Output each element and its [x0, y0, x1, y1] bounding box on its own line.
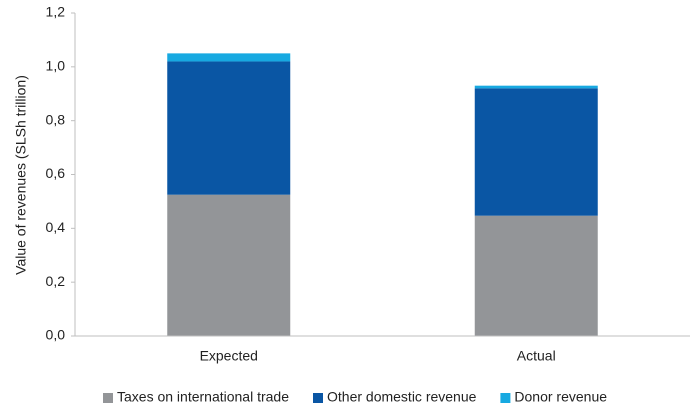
bar-segment — [167, 61, 291, 195]
legend-label: Donor revenue — [514, 389, 607, 405]
y-tick-label: 0,6 — [46, 165, 66, 181]
legend-swatch — [500, 393, 511, 403]
legend-swatch — [313, 393, 323, 403]
bar-segment — [167, 53, 291, 62]
legend-label: Taxes on international trade — [117, 389, 289, 405]
legend-label: Other domestic revenue — [327, 389, 477, 405]
legend-swatch — [103, 393, 113, 403]
y-axis-label: Value of revenues (SLSh trillion) — [13, 75, 29, 275]
bar-segment — [474, 85, 598, 89]
y-tick-label: 1,2 — [46, 4, 66, 20]
y-tick-label: 0,8 — [46, 111, 66, 127]
bar-segment — [474, 215, 598, 336]
x-tick-label: Expected — [200, 348, 258, 364]
y-tick-label: 1,0 — [46, 58, 66, 74]
y-tick-label: 0,0 — [46, 327, 66, 343]
bar-segment — [167, 194, 291, 336]
bar-segment — [474, 88, 598, 216]
y-tick-label: 0,4 — [46, 219, 66, 235]
y-tick-label: 0,2 — [46, 273, 66, 289]
x-tick-label: Actual — [517, 348, 556, 364]
